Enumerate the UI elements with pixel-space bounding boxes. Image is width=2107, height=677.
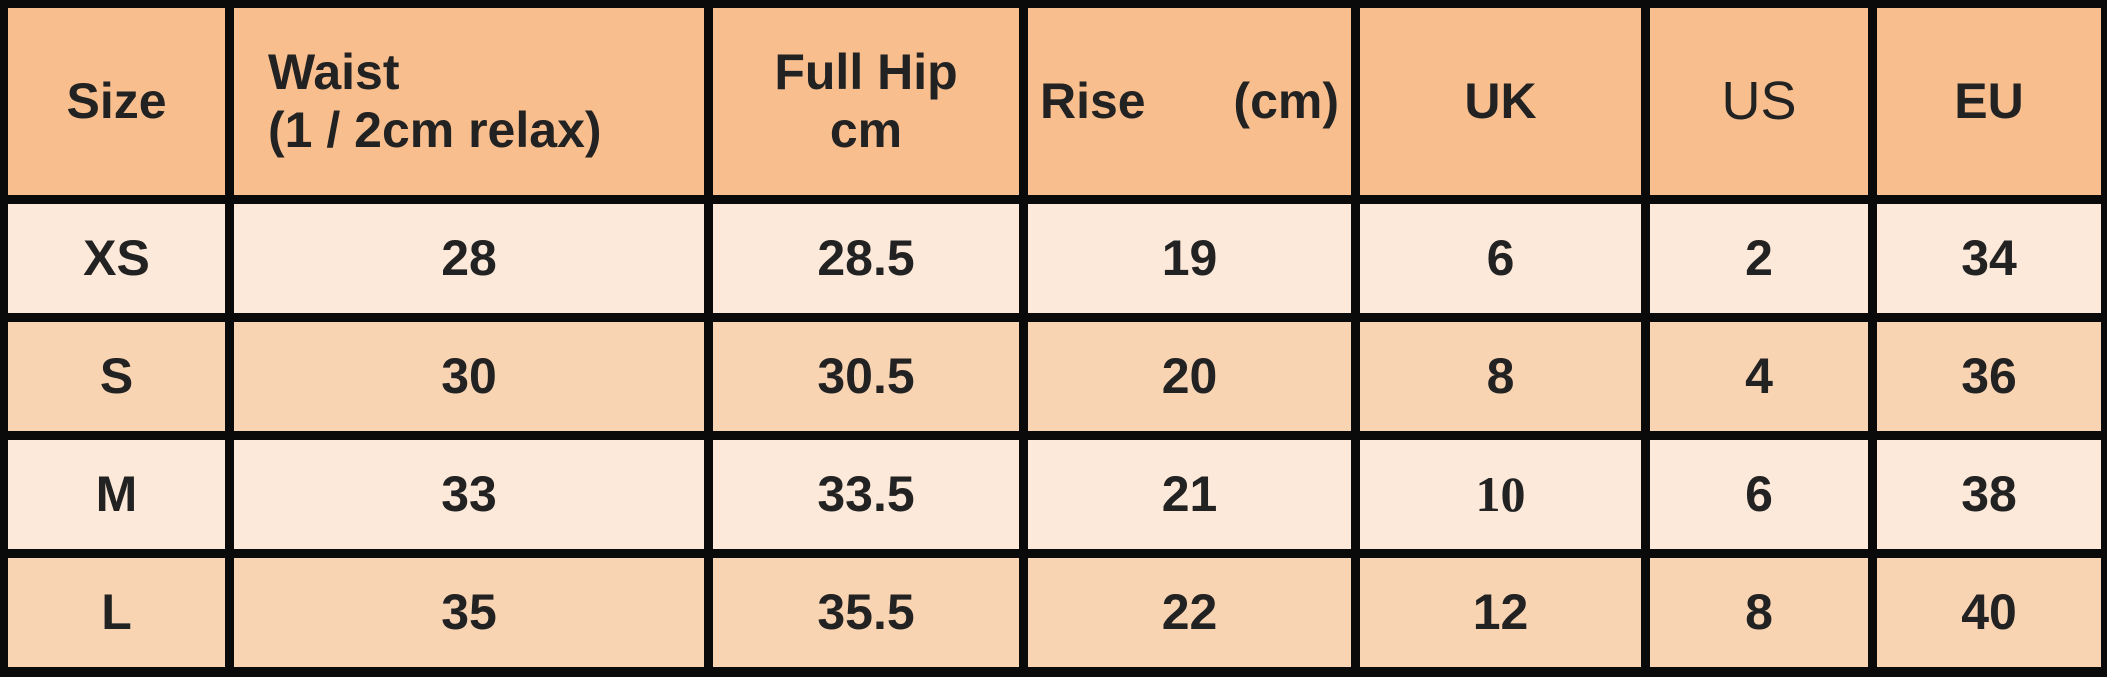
cell-uk: 8 [1360, 322, 1641, 431]
cell-waist: 30 [234, 322, 704, 431]
cell-rise: 20 [1028, 322, 1351, 431]
cell-eu: 34 [1877, 204, 2101, 313]
cell-size: M [8, 440, 225, 549]
cell-us: 2 [1650, 204, 1868, 313]
cell-eu: 40 [1877, 558, 2101, 667]
cell-size: S [8, 322, 225, 431]
cell-eu: 36 [1877, 322, 2101, 431]
cell-waist: 28 [234, 204, 704, 313]
header-hip-unit: cm [829, 101, 903, 158]
cell-uk: 10 [1360, 440, 1641, 549]
cell-size: L [8, 558, 225, 667]
cell-full-hip: 28.5 [713, 204, 1019, 313]
header-waist-note: (1 / 2cm relax) [268, 101, 602, 158]
cell-rise: 21 [1028, 440, 1351, 549]
cell-uk: 6 [1360, 204, 1641, 313]
header-hip-label: Full Hip [774, 44, 958, 100]
cell-us: 4 [1650, 322, 1868, 431]
header-size: Size [8, 8, 225, 195]
cell-waist: 35 [234, 558, 704, 667]
cell-eu: 38 [1877, 440, 2101, 549]
cell-full-hip: 30.5 [713, 322, 1019, 431]
header-waist-label: Waist [268, 44, 400, 100]
header-rise-label: Rise [1040, 72, 1146, 129]
header-uk: UK [1360, 8, 1641, 195]
cell-us: 6 [1650, 440, 1868, 549]
header-eu: EU [1877, 8, 2101, 195]
cell-full-hip: 35.5 [713, 558, 1019, 667]
header-full-hip: Full Hip cm [713, 8, 1019, 195]
cell-uk: 12 [1360, 558, 1641, 667]
cell-size: XS [8, 204, 225, 313]
header-us: US [1650, 8, 1868, 195]
cell-waist: 33 [234, 440, 704, 549]
cell-full-hip: 33.5 [713, 440, 1019, 549]
cell-rise: 19 [1028, 204, 1351, 313]
cell-us: 8 [1650, 558, 1868, 667]
cell-rise: 22 [1028, 558, 1351, 667]
header-rise-unit: (cm) [1233, 72, 1339, 129]
header-rise: Rise (cm) [1028, 8, 1351, 195]
header-waist: Waist (1 / 2cm relax) [234, 8, 704, 195]
